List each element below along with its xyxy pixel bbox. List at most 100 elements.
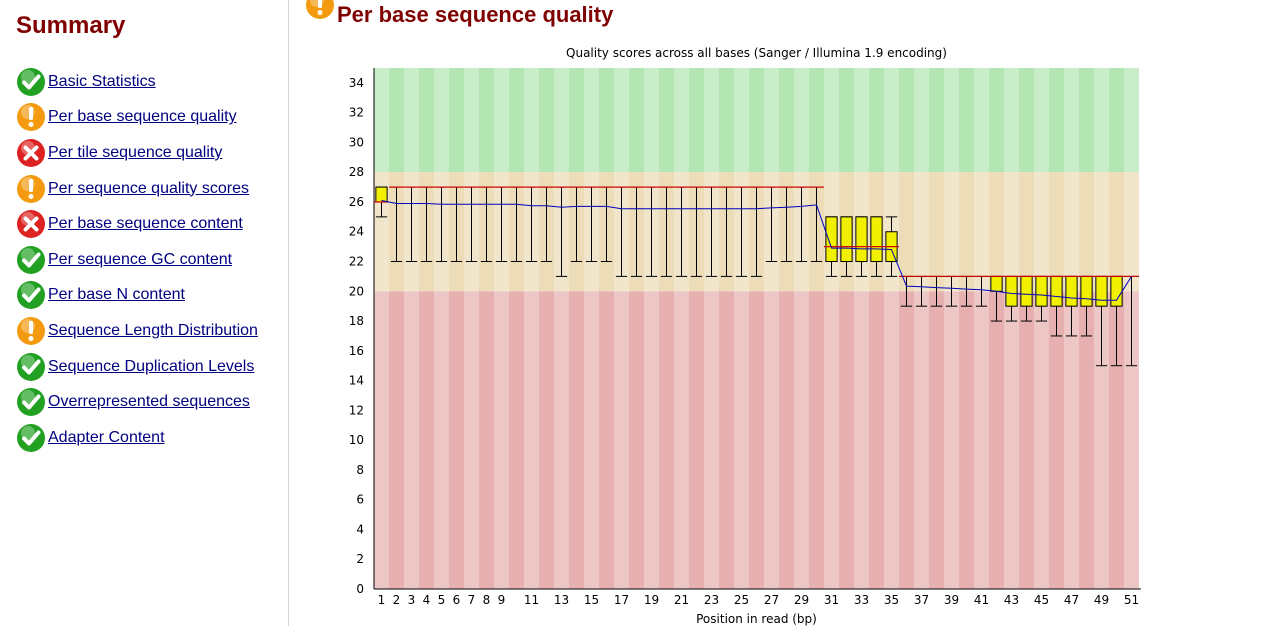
x-tick-label: 15 [584,593,599,607]
y-tick-label: 0 [356,582,364,596]
x-tick-label: 21 [674,593,689,607]
x-tick-label: 49 [1094,593,1109,607]
x-tick-label: 6 [453,593,461,607]
cross-icon [16,138,48,168]
y-tick-label: 18 [349,314,364,328]
summary-link[interactable]: Per base sequence content [48,215,243,233]
summary-link[interactable]: Per sequence quality scores [48,179,249,197]
exclamation-icon [16,102,48,132]
zone-poor [374,291,1139,589]
iqr-box [1080,275,1093,307]
column-stripe [794,68,809,589]
iqr-box [825,216,838,263]
column-stripe [914,68,929,589]
summary-link[interactable]: Per tile sequence quality [48,143,223,161]
x-tick-label: 5 [438,593,446,607]
iqr-box [1065,275,1078,307]
column-stripe [884,68,899,589]
module-title: Per base sequence quality [337,2,614,27]
column-stripe [854,68,869,589]
iqr-box [870,216,883,263]
y-tick-label: 12 [349,403,364,417]
x-tick-label: 2 [393,593,401,607]
x-tick-label: 11 [524,593,539,607]
summary-link[interactable]: Basic Statistics [48,72,156,90]
mean-line [381,200,1132,301]
iqr-box [840,216,853,263]
column-stripe [434,68,449,589]
y-tick-label: 24 [349,225,364,239]
column-stripe [524,68,539,589]
y-tick-label: 6 [356,493,364,507]
iqr-box [375,186,388,203]
y-tick-label: 22 [349,255,364,269]
x-tick-label: 41 [974,593,989,607]
summary-link[interactable]: Sequence Length Distribution [48,321,258,339]
y-tick-label: 30 [349,135,364,149]
column-stripe [824,68,839,589]
x-tick-label: 43 [1004,593,1019,607]
column-stripe [584,68,599,589]
x-tick-label: 9 [498,593,506,607]
x-tick-label: 3 [408,593,416,607]
x-tick-label: 37 [914,593,929,607]
iqr-box [855,216,868,263]
summary-link[interactable]: Adapter Content [48,428,165,446]
x-tick-label: 33 [854,593,869,607]
quality-boxplot-chart: Quality scores across all bases (Sanger … [349,46,1141,626]
chart-title: Quality scores across all bases (Sanger … [566,46,947,60]
x-tick-label: 35 [884,593,899,607]
exclamation-icon [16,316,48,346]
iqr-box [1020,275,1033,307]
summary-item: Adapter Content [16,420,258,456]
column-stripe [614,68,629,589]
check-icon [16,423,48,453]
summary-link[interactable]: Per base N content [48,286,185,304]
module-section: Per base sequence quality [289,0,1274,626]
y-tick-label: 20 [349,284,364,298]
x-tick-label: 1 [378,593,386,607]
y-tick-label: 2 [356,552,364,566]
check-icon [16,280,48,310]
summary-link[interactable]: Sequence Duplication Levels [48,357,255,375]
summary-item: Sequence Duplication Levels [16,349,258,385]
x-axis-label: Position in read (bp) [696,612,817,626]
x-tick-label: 29 [794,593,809,607]
column-stripe [1004,68,1019,589]
x-tick-label: 45 [1034,593,1049,607]
column-stripe [404,68,419,589]
x-tick-label: 8 [483,593,491,607]
y-tick-label: 10 [349,433,364,447]
check-icon [16,245,48,275]
module-nav-list: Basic Statistics Per base sequence qualit… [16,64,258,456]
summary-link[interactable]: Per sequence GC content [48,250,233,268]
column-stripe [374,68,389,589]
summary-item: Basic Statistics [16,64,258,100]
summary-sidebar: Summary Basic Statistics Per base sequenc… [0,0,289,626]
check-icon [16,352,48,382]
check-icon [16,67,48,97]
summary-item: Per base sequence content [16,206,258,242]
iqr-box [1035,275,1048,307]
check-icon [16,387,48,417]
summary-link[interactable]: Overrepresented sequences [48,393,250,411]
column-stripe [1034,68,1049,589]
iqr-box [1050,275,1063,307]
y-tick-label: 34 [349,76,364,90]
summary-item: Per sequence GC content [16,242,258,278]
x-tick-label: 23 [704,593,719,607]
iqr-box [1110,275,1123,307]
column-stripe [944,68,959,589]
summary-link[interactable]: Per base sequence quality [48,108,237,126]
x-tick-label: 25 [734,593,749,607]
x-tick-label: 31 [824,593,839,607]
y-tick-label: 28 [349,165,364,179]
column-stripe [674,68,689,589]
summary-item: Per base N content [16,278,258,314]
x-tick-label: 17 [614,593,629,607]
column-stripe [464,68,479,589]
cross-icon [16,209,48,239]
x-tick-label: 7 [468,593,476,607]
iqr-box [1005,275,1018,307]
column-stripe [704,68,719,589]
